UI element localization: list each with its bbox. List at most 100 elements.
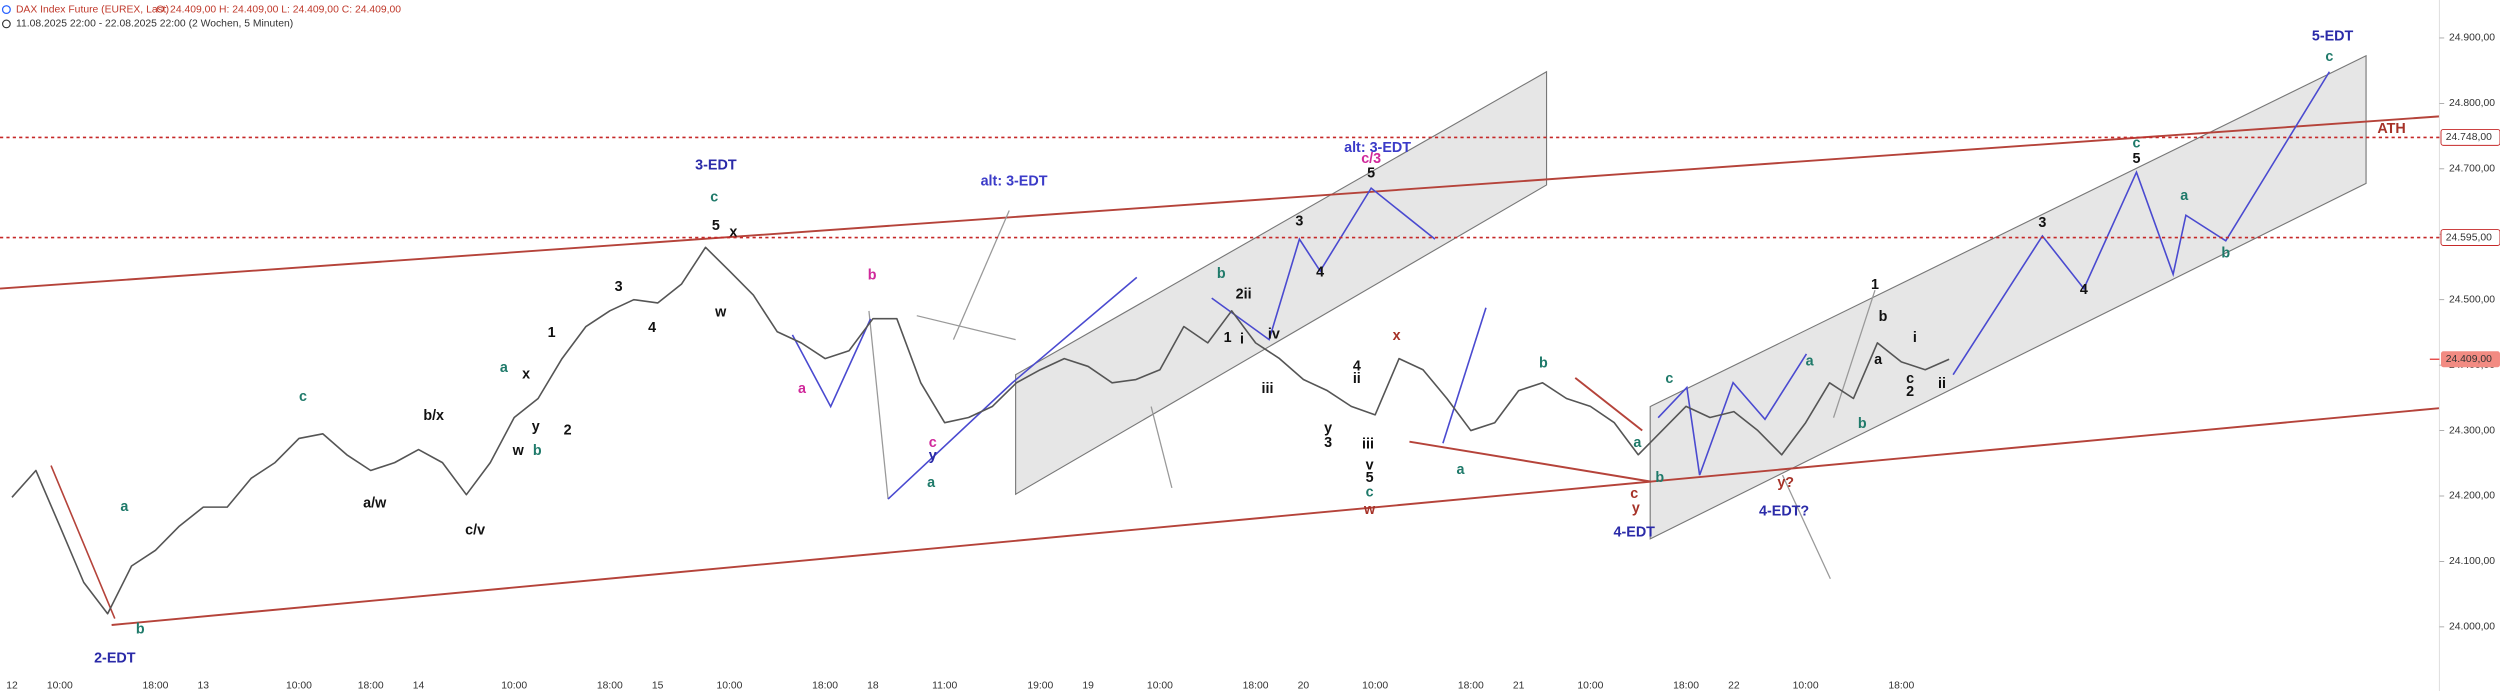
x-tick-label: 18:00: [1673, 680, 1699, 691]
x-tick-label: 14: [413, 680, 425, 691]
wave-label: 2-EDT: [94, 650, 136, 666]
wave-label: 1: [1224, 330, 1232, 346]
y-tick-label: 24.000,00: [2449, 622, 2495, 633]
wave-label: y: [532, 419, 540, 435]
channel: [1649, 54, 2367, 540]
projection-path: [791, 318, 872, 409]
wave-label: 5: [1367, 166, 1375, 182]
wave-label: alt: 3-EDT: [981, 174, 1048, 190]
y-tick-label: 24.800,00: [2449, 98, 2495, 109]
wave-label: 4: [1353, 358, 1361, 374]
helper-line: [1781, 474, 1831, 580]
x-tick-label: 18:00: [142, 680, 168, 691]
wave-label: 3: [2038, 215, 2046, 231]
wave-label: 3: [1324, 435, 1332, 451]
wave-label: b: [868, 268, 877, 284]
x-tick-label: 10:00: [47, 680, 73, 691]
x-tick-label: 10:00: [286, 680, 312, 691]
wave-label: a: [1874, 352, 1883, 368]
wave-label: 4-EDT: [1614, 524, 1656, 540]
wave-label: b/x: [423, 408, 444, 424]
projection-path: [887, 276, 1138, 500]
x-tick-label: 10:00: [501, 680, 527, 691]
wave-label: 4: [1316, 264, 1324, 280]
wave-label: b: [1217, 266, 1226, 282]
wave-label: b: [2221, 245, 2230, 261]
wave-label: 3-EDT: [695, 158, 737, 174]
helper-line: [1150, 406, 1173, 489]
x-tick-label: 11:00: [932, 680, 957, 691]
x-tick-label: 18:00: [597, 680, 623, 691]
wave-label: i: [1913, 330, 1917, 346]
wave-label: 4-EDT?: [1759, 504, 1809, 520]
x-tick-label: 19: [1082, 680, 1094, 691]
wave-label: alt: 3-EDT: [1344, 140, 1411, 156]
x-tick-label: 22: [1728, 680, 1740, 691]
x-tick-label: 12: [6, 680, 18, 691]
price-label-box: [2440, 351, 2500, 368]
wave-label: 4: [648, 320, 656, 336]
wave-label: i: [1240, 331, 1244, 347]
x-tick-label: 19:00: [1027, 680, 1053, 691]
y-tick-label: 24.100,00: [2449, 556, 2495, 567]
wave-label: y?: [1777, 475, 1794, 491]
wave-label: ATH: [2377, 121, 2405, 137]
x-tick-label: 20: [1298, 680, 1310, 691]
channel: [1015, 70, 1548, 496]
x-tick-label: 18: [867, 680, 879, 691]
trend-line: [0, 115, 2440, 290]
wave-label: a: [1633, 435, 1642, 451]
wave-label: x: [522, 366, 530, 382]
projection-path: [1657, 353, 1808, 476]
wave-label: 4: [2080, 282, 2088, 298]
y-tick-label: 24.300,00: [2449, 425, 2495, 436]
wave-label: x: [1393, 328, 1401, 344]
x-tick-label: 10:00: [1147, 680, 1173, 691]
wave-label: a: [927, 475, 936, 491]
y-tick-label: 24.500,00: [2449, 294, 2495, 305]
wave-label: 2: [564, 422, 572, 438]
trend-line: [111, 407, 2440, 626]
wave-label: b: [1858, 416, 1867, 432]
clock-icon: [2, 19, 11, 29]
wave-label: c/v: [465, 523, 485, 539]
wave-label: w: [512, 443, 525, 459]
x-tick-label: 10:00: [1577, 680, 1603, 691]
wave-label: ii: [1353, 371, 1361, 387]
x-tick-label: 18:00: [1243, 680, 1269, 691]
helper-line: [916, 315, 1016, 341]
helper-line: [1832, 289, 1876, 418]
wave-label: c: [1665, 371, 1673, 387]
wave-label: a: [500, 360, 509, 376]
x-tick-label: 15: [652, 680, 664, 691]
wave-label: a: [120, 499, 129, 515]
price-line: [11, 246, 1950, 615]
wave-label: y: [1324, 421, 1332, 437]
wave-label: 5: [2132, 151, 2140, 167]
y-tick-label: 24.200,00: [2449, 491, 2495, 502]
wave-label: b: [1879, 309, 1888, 325]
y-tick-label: 24.700,00: [2449, 164, 2495, 175]
wave-label: x: [729, 225, 737, 241]
projection-path: [1952, 71, 2331, 376]
wave-label: b: [1655, 470, 1664, 486]
wave-label: iv: [1268, 327, 1280, 343]
wave-label: 3: [615, 279, 623, 295]
wave-label: c: [929, 435, 937, 451]
wave-label: 1: [548, 325, 556, 341]
wave-label: iii: [1262, 381, 1274, 397]
wave-label: a: [2180, 188, 2189, 204]
wave-label: b: [1539, 355, 1548, 371]
y-tick-label: 24.900,00: [2449, 33, 2495, 44]
subtitle: 11.08.2025 22:00 - 22.08.2025 22:00 (2 W…: [16, 19, 293, 30]
x-tick-label: 21: [1513, 680, 1525, 691]
wave-label: iii: [1362, 437, 1374, 453]
wave-label: 5: [712, 218, 720, 234]
x-tick-label: 18:00: [358, 680, 384, 691]
wave-label: ii: [1938, 376, 1946, 392]
trend-line: [50, 465, 116, 619]
symbol-icon: [1, 5, 11, 15]
wave-label: a: [1806, 354, 1815, 370]
helper-line: [868, 310, 889, 500]
